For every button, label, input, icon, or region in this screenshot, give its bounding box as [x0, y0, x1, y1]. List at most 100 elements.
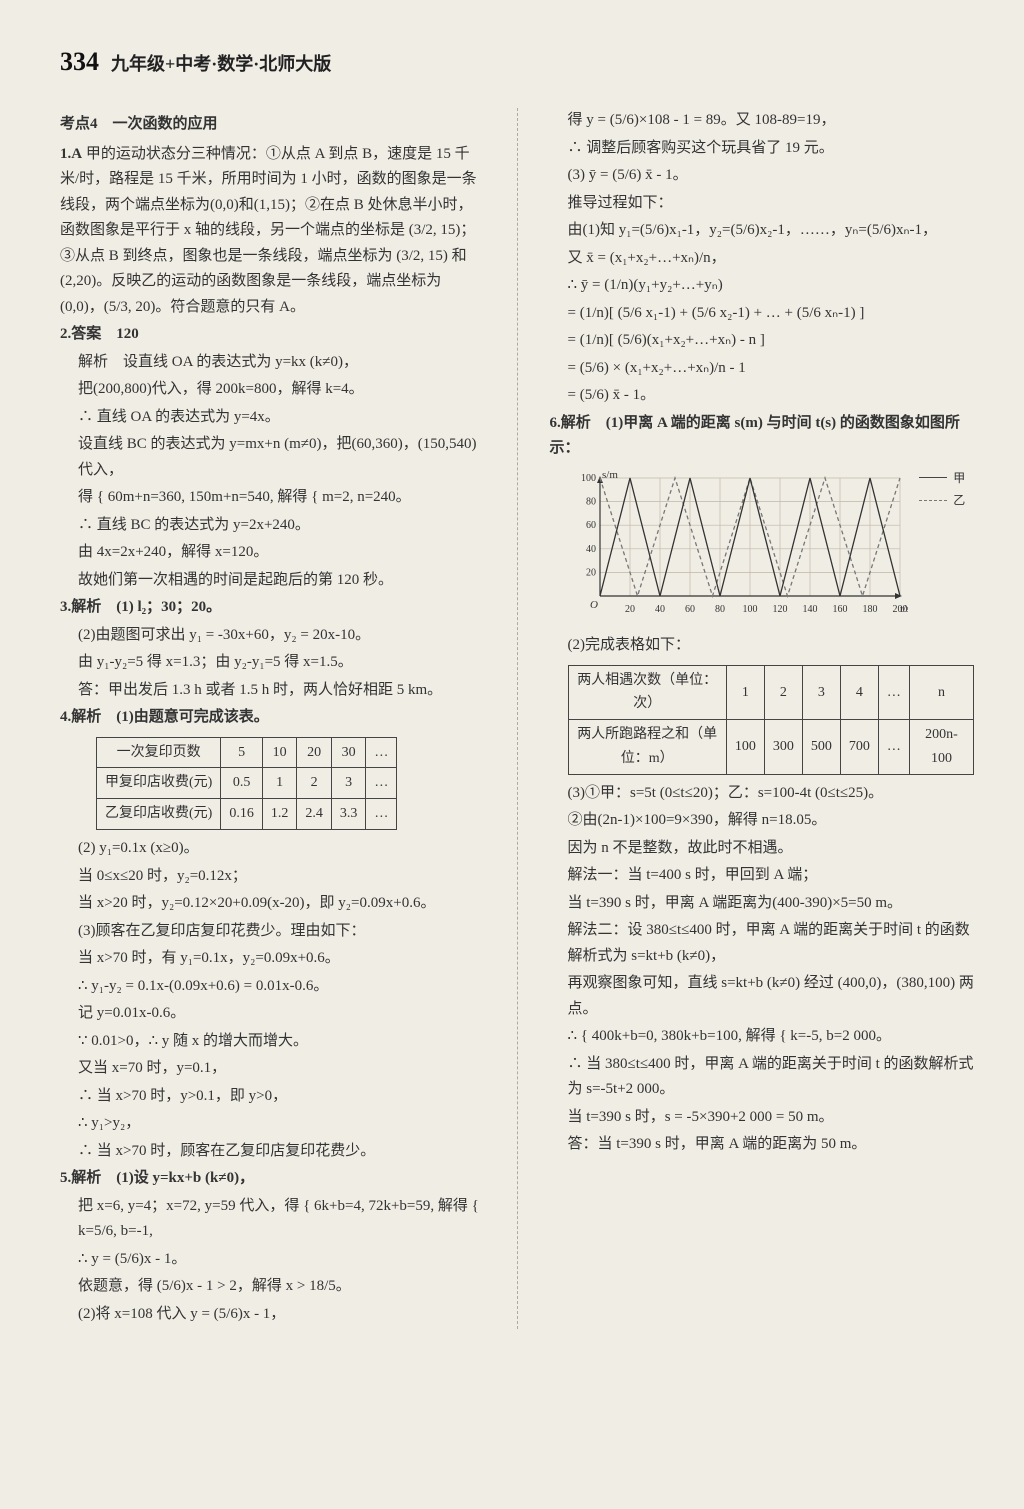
q2-line: 把(200,800)代入，得 200k=800，解得 k=4。 — [60, 377, 485, 403]
svg-text:120: 120 — [772, 604, 787, 615]
q1-text: 甲的运动状态分三种情况：①从点 A 到点 B，速度是 15 千米/时，路程是 1… — [60, 146, 477, 315]
r-line: = (5/6) × (x₁+x₂+…+xₙ)/n - 1 — [550, 356, 975, 382]
legend-label-yi: 乙 — [953, 490, 965, 510]
table-cell: 3 — [331, 768, 366, 799]
svg-text:s/m: s/m — [602, 469, 618, 481]
svg-text:100: 100 — [742, 604, 757, 615]
q4-line: (3)顾客在乙复印店复印花费少。理由如下： — [60, 919, 485, 945]
q2-line: 解析 设直线 OA 的表达式为 y=kx (k≠0)， — [60, 350, 485, 376]
q1: 1.A 甲的运动状态分三种情况：①从点 A 到点 B，速度是 15 千米/时，路… — [60, 142, 485, 321]
q6-line: ②由(2n-1)×100=9×390，解得 n=18.05。 — [550, 808, 975, 834]
r-line: 推导过程如下： — [550, 191, 975, 217]
svg-text:160: 160 — [832, 604, 847, 615]
legend-line-solid — [919, 477, 947, 478]
q4-line: 记 y=0.01x-0.6。 — [60, 1001, 485, 1027]
table-cell: … — [878, 720, 909, 775]
q6-line: 解法一：当 t=400 s 时，甲回到 A 端； — [550, 863, 975, 889]
table-cell: 30 — [331, 737, 366, 768]
chart-legend: 甲 乙 — [919, 468, 965, 513]
table-cell: 3.3 — [331, 799, 366, 830]
column-divider — [517, 108, 518, 1329]
svg-text:80: 80 — [586, 496, 596, 507]
table-cell: … — [366, 799, 397, 830]
q4-line: 当 0≤x≤20 时，y₂=0.12x； — [60, 864, 485, 890]
table-cell: … — [878, 665, 909, 720]
r-line: ∴ ȳ = (1/n)(y₁+y₂+…+yₙ) — [550, 273, 975, 299]
q3-line: 答：甲出发后 1.3 h 或者 1.5 h 时，两人恰好相距 5 km。 — [60, 678, 485, 704]
q6-line: (2)完成表格如下： — [550, 633, 975, 659]
table-cell: 20 — [297, 737, 332, 768]
q4-line: ∵ 0.01>0，∴ y 随 x 的增大而增大。 — [60, 1029, 485, 1055]
svg-text:80: 80 — [715, 604, 725, 615]
table-row: 一次复印页数5102030… — [97, 737, 397, 768]
page-number: 334 — [60, 40, 99, 84]
q5-line: ∴ y = (5/6)x - 1。 — [60, 1247, 485, 1273]
table-cell: … — [366, 768, 397, 799]
q4-table-wrap: 一次复印页数5102030…甲复印店收费(元)0.5123…乙复印店收费(元)0… — [60, 737, 485, 830]
q4-line: (2) y₁=0.1x (x≥0)。 — [60, 836, 485, 862]
q6-table: 两人相遇次数（单位：次）1234…n两人所跑路程之和（单位：m）10030050… — [568, 665, 975, 775]
q2-line: 得 { 60m+n=360, 150m+n=540, 解得 { m=2, n=2… — [60, 485, 485, 511]
q6-line: 因为 n 不是整数，故此时不相遇。 — [550, 836, 975, 862]
table-cell: 0.16 — [221, 799, 263, 830]
q3-label: 3.解析 (1) l₂；30；20。 — [60, 595, 485, 621]
svg-text:t/s: t/s — [900, 603, 908, 615]
table-row: 两人所跑路程之和（单位：m）100300500700…200n-100 — [568, 720, 974, 775]
q4-label: 4.解析 (1)由题意可完成该表。 — [60, 705, 485, 731]
q5-line: 把 x=6, y=4；x=72, y=59 代入，得 { 6k+b=4, 72k… — [60, 1194, 485, 1245]
table-cell: 一次复印页数 — [97, 737, 221, 768]
table-cell: 1.2 — [262, 799, 297, 830]
r-line: = (1/n)[ (5/6)(x₁+x₂+…+xₙ) - n ] — [550, 328, 975, 354]
table-cell: n — [909, 665, 973, 720]
q2-line: ∴ 直线 OA 的表达式为 y=4x。 — [60, 405, 485, 431]
legend-jia: 甲 — [919, 468, 965, 488]
table-cell: 2 — [764, 665, 802, 720]
q6-line: 当 t=390 s 时，s = -5×390+2 000 = 50 m。 — [550, 1105, 975, 1131]
page-container: 334 九年级+中考·数学·北师大版 考点4 一次函数的应用 1.A 甲的运动状… — [0, 0, 1024, 1389]
svg-text:O: O — [590, 599, 598, 611]
q4-line: ∴ y₁>y₂， — [60, 1111, 485, 1137]
section-title: 考点4 一次函数的应用 — [60, 112, 485, 138]
q3-line: 由 y₁-y₂=5 得 x=1.3；由 y₂-y₁=5 得 x=1.5。 — [60, 650, 485, 676]
q2-line: ∴ 直线 BC 的表达式为 y=2x+240。 — [60, 513, 485, 539]
table-cell: 200n-100 — [909, 720, 973, 775]
table-cell: 5 — [221, 737, 263, 768]
q6-line: (3)①甲：s=5t (0≤t≤20)；乙：s=100-4t (0≤t≤25)。 — [550, 781, 975, 807]
q2-label: 2.答案 120 — [60, 322, 485, 348]
r-line: = (1/n)[ (5/6 x₁-1) + (5/6 x₂-1) + … + (… — [550, 301, 975, 327]
r-line: 由(1)知 y₁=(5/6)x₁-1，y₂=(5/6)x₂-1，……，yₙ=(5… — [550, 218, 975, 244]
q6-line: 答：当 t=390 s 时，甲离 A 端的距离为 50 m。 — [550, 1132, 975, 1158]
q3-line: (2)由题图可求出 y₁ = -30x+60，y₂ = 20x-10。 — [60, 623, 485, 649]
table-cell: 1 — [262, 768, 297, 799]
table-cell: 100 — [726, 720, 764, 775]
q4-line: ∴ 当 x>70 时，y>0.1，即 y>0， — [60, 1084, 485, 1110]
q4-line: 当 x>70 时，有 y₁=0.1x，y₂=0.09x+0.6。 — [60, 946, 485, 972]
book-title: 九年级+中考·数学·北师大版 — [111, 49, 331, 80]
table-cell: … — [366, 737, 397, 768]
table-row: 甲复印店收费(元)0.5123… — [97, 768, 397, 799]
table-cell: 500 — [802, 720, 840, 775]
svg-text:60: 60 — [586, 520, 596, 531]
table-cell: 两人相遇次数（单位：次） — [568, 665, 726, 720]
q4-line: 当 x>20 时，y₂=0.12×20+0.09(x-20)，即 y₂=0.09… — [60, 891, 485, 917]
table-cell: 2 — [297, 768, 332, 799]
left-column: 考点4 一次函数的应用 1.A 甲的运动状态分三种情况：①从点 A 到点 B，速… — [60, 108, 485, 1329]
q1-label: 1.A — [60, 146, 82, 162]
q6-line: 当 t=390 s 时，甲离 A 端距离为(400-390)×5=50 m。 — [550, 891, 975, 917]
legend-line-dashed — [919, 500, 947, 501]
right-column: 得 y = (5/6)×108 - 1 = 89。又 108-89=19， ∴ … — [550, 108, 975, 1329]
table-cell: 乙复印店收费(元) — [97, 799, 221, 830]
r-line: (3) ȳ = (5/6) x̄ - 1。 — [550, 163, 975, 189]
svg-text:100: 100 — [581, 473, 596, 484]
q5-line: 依题意，得 (5/6)x - 1 > 2，解得 x > 18/5。 — [60, 1274, 485, 1300]
two-column-layout: 考点4 一次函数的应用 1.A 甲的运动状态分三种情况：①从点 A 到点 B，速… — [60, 108, 974, 1329]
legend-yi: 乙 — [919, 490, 965, 510]
table-cell: 4 — [840, 665, 878, 720]
table-cell: 700 — [840, 720, 878, 775]
q4-line: ∴ 当 x>70 时，顾客在乙复印店复印花费少。 — [60, 1139, 485, 1165]
page-header: 334 九年级+中考·数学·北师大版 — [60, 40, 974, 84]
svg-text:140: 140 — [802, 604, 817, 615]
q6-line: 再观察图象可知，直线 s=kt+b (k≠0) 经过 (400,0)，(380,… — [550, 971, 975, 1022]
q6-line: ∴ 当 380≤t≤400 时，甲离 A 端的距离关于时间 t 的函数解析式为 … — [550, 1052, 975, 1103]
q4-line: ∴ y₁-y₂ = 0.1x-(0.09x+0.6) = 0.01x-0.6。 — [60, 974, 485, 1000]
